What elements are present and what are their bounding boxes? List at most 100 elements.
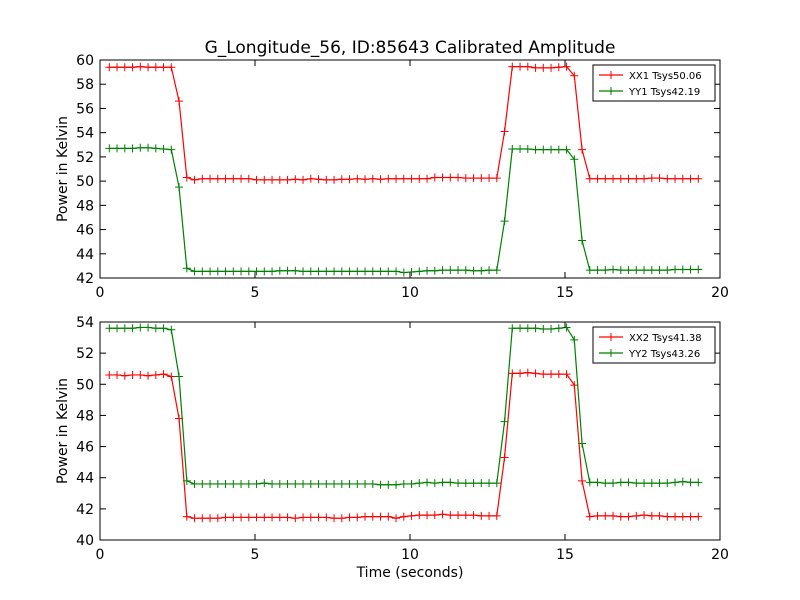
chart-1-series-2-point [407, 267, 416, 276]
chart-2-series-1-point [167, 372, 176, 381]
chart-2-series-1-point [376, 512, 385, 521]
chart-2-series-1-point [446, 511, 455, 520]
chart-2-series-2-point [113, 324, 122, 333]
chart-1-y-tick-label: 50 [76, 174, 94, 190]
chart-1-series-2-point [500, 217, 509, 226]
chart-1-series-1-point [198, 174, 207, 183]
chart-2-series-1-point [469, 511, 478, 520]
chart-1-series-2-point [330, 267, 339, 276]
chart-1-series-2-point [469, 266, 478, 275]
chart-2-series-1-point [353, 513, 362, 522]
chart-1-y-tick-label: 54 [76, 126, 94, 142]
chart-1-series-2-point [361, 267, 370, 276]
chart-2-series-1-point [616, 512, 625, 521]
chart-1-series-1-point [554, 63, 563, 72]
chart-2-series-1-point [640, 511, 649, 520]
chart-1-series-1-point [640, 174, 649, 183]
chart-1-series-1-point [361, 175, 370, 184]
chart-2-series-2-point [539, 325, 548, 334]
chart-2-series-2-point [283, 479, 292, 488]
chart-1-series-1-point [252, 175, 261, 184]
chart-1-series-2-point [523, 145, 532, 154]
chart-2-series-1-point [686, 512, 695, 521]
chart-1-series-1-point [314, 175, 323, 184]
chart-2-series-1-point [531, 369, 540, 378]
chart-2-series-1-point [601, 511, 610, 520]
chart-2-series-1-point [330, 514, 339, 523]
chart-2-series-1-point [113, 370, 122, 379]
chart-2-series-1-point [268, 513, 277, 522]
chart-2-y-axis-label: Power in Kelvin [55, 378, 71, 484]
chart-2-series-1-point [632, 511, 641, 520]
chart-2-series-2-point [392, 480, 401, 489]
chart-2-series-2-point [609, 479, 618, 488]
chart-2-series-2-point [213, 479, 222, 488]
chart-2-series-2-point [508, 324, 517, 333]
chart-2-series-2-point [454, 479, 463, 488]
chart-2-series-1-point [190, 514, 199, 523]
chart-1-series-1-point [299, 175, 308, 184]
chart-2-series-1-point [570, 381, 579, 390]
chart-1-series-1-point [647, 174, 656, 183]
chart-1-series-2-point [384, 267, 393, 276]
chart-1-series-2-point [686, 265, 695, 274]
chart-1-series-2-point [647, 266, 656, 275]
chart-1-series-1-point [485, 174, 494, 183]
chart-2-series-1-point [306, 513, 315, 522]
chart-1-series-1-point [384, 174, 393, 183]
top-panel: 0 5 10 15 20 42 44 46 48 50 52 54 56 58 60 Power in Kel… [55, 53, 729, 301]
chart-1-series-1-point [616, 174, 625, 183]
chart-1-series-1-point [167, 63, 176, 72]
chart-1-series-2-point [508, 145, 517, 154]
chart-2-series-1-point [492, 511, 501, 520]
chart-1-series-1-point [244, 174, 253, 183]
chart-1-series-1-point [120, 63, 129, 72]
chart-1-legend-marker [607, 71, 615, 79]
chart-2-series-2-point [446, 478, 455, 487]
chart-2-legend-marker [607, 349, 615, 357]
chart-1-title: G_Longitude_56, ID:85643 Calibrated Ampl… [205, 38, 616, 58]
chart-2-series-2-point [376, 480, 385, 489]
chart-1-axes-frame [99, 59, 721, 279]
chart-2-series-2-point [299, 479, 308, 488]
chart-2-series-2-point [159, 324, 168, 333]
chart-2-series-1-point [477, 511, 486, 520]
chart-1-series-2-point [376, 267, 385, 276]
chart-1-series-2-point [229, 267, 238, 276]
chart-1-series-1-point [562, 62, 571, 71]
chart-1-series-2-point [585, 266, 594, 275]
chart-2-series-1-point [647, 511, 656, 520]
chart-2-series-2-point [438, 478, 447, 487]
chart-2-series-2-point [151, 324, 160, 333]
chart-2-series-2-point [423, 478, 432, 487]
chart-2-y-tick-label: 40 [76, 533, 94, 549]
chart-2-x-tick-label: 5 [251, 547, 260, 563]
chart-1-series-1-point [415, 174, 424, 183]
chart-1-series-1-point [113, 63, 122, 72]
chart-2-series-1-point [237, 513, 246, 522]
chart-2-series-2-point [647, 479, 656, 488]
chart-1-series-1-point [221, 174, 230, 183]
chart-2-series-1-point [314, 513, 323, 522]
chart-2-series-2-point [663, 479, 672, 488]
chart-1-series-1-point [206, 174, 215, 183]
chart-1-series-1-point [508, 62, 517, 71]
chart-1-series-2-point [624, 266, 633, 275]
chart-2-series-1-point [516, 369, 525, 378]
chart-2-series-1-point [322, 513, 331, 522]
chart-1-series-1-point [547, 63, 556, 72]
chart-2-series-1-point [244, 513, 253, 522]
chart-2-series-2-point [322, 479, 331, 488]
chart-1-series-1-point [477, 174, 486, 183]
chart-2-series-1-point [392, 514, 401, 523]
chart-1-series-2-point [678, 265, 687, 274]
chart-1-series-2-point [593, 266, 602, 275]
chart-2-series-2-point [221, 479, 230, 488]
chart-2-series-1-point [694, 512, 703, 521]
chart-2-series-2-point [361, 479, 370, 488]
chart-2-series-1-point [454, 511, 463, 520]
chart-1-series-1-point [694, 174, 703, 183]
chart-2-x-tick-label: 20 [711, 547, 729, 563]
bottom-panel: 0 5 10 15 20 40 42 44 46 48 50 52 54 Power in Kelvin T… [55, 315, 729, 581]
chart-2-series-1-point [423, 511, 432, 520]
